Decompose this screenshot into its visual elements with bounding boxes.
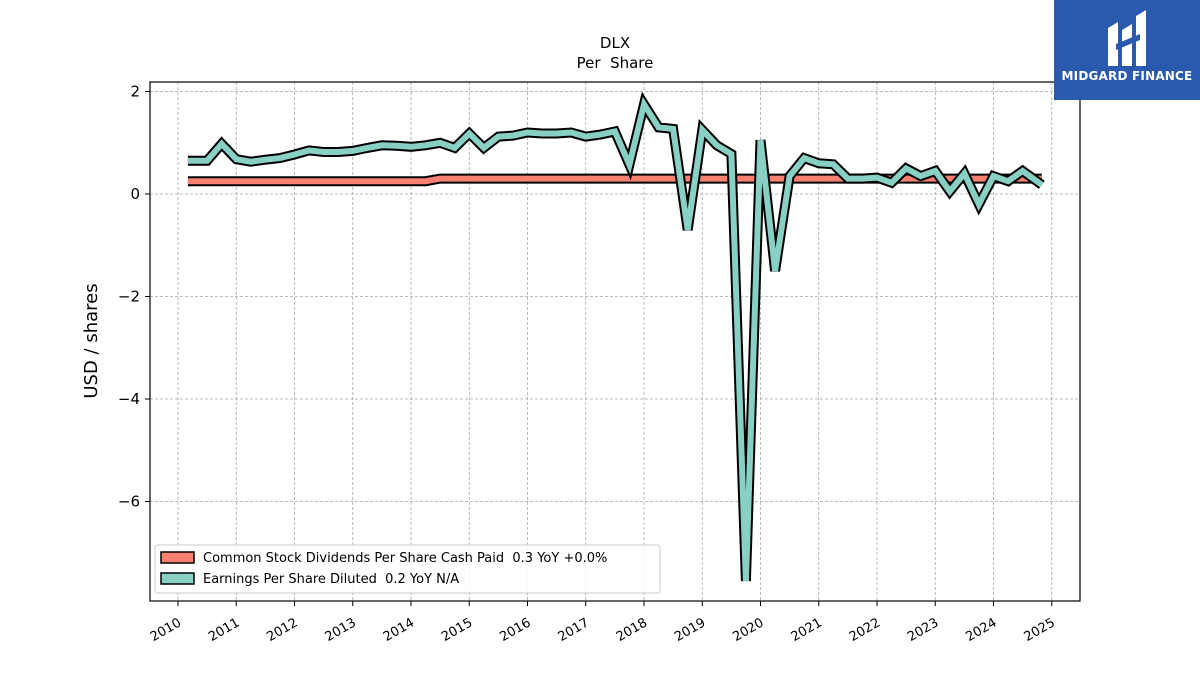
brand-logo: MIDGARD FINANCE — [1054, 0, 1200, 100]
y-tick-label: −2 — [118, 288, 140, 306]
brand-mark-icon — [1108, 10, 1146, 66]
chart-title: DLX — [600, 34, 630, 52]
x-axis-ticks: 2010 2011 2012 2013 2014 2015 2016 2017 2018 2019… — [148, 601, 1058, 645]
legend-swatch-dividends — [160, 551, 195, 564]
legend: Common Stock Dividends Per Share Cash Pa… — [154, 544, 661, 594]
y-tick-label: −4 — [118, 390, 140, 408]
x-tick-label: 2018 — [614, 615, 650, 645]
x-tick-label: 2019 — [672, 615, 708, 645]
y-tick-label: 0 — [130, 185, 140, 203]
y-tick-label: 2 — [130, 83, 140, 101]
x-tick-label: 2016 — [497, 615, 533, 645]
x-tick-label: 2010 — [148, 615, 184, 645]
x-tick-label: 2021 — [789, 615, 825, 645]
y-tick-label: −6 — [118, 493, 140, 511]
x-tick-label: 2025 — [1022, 615, 1058, 645]
y-axis-label: USD / shares — [81, 283, 102, 398]
x-tick-label: 2024 — [963, 615, 999, 645]
x-tick-label: 2014 — [381, 615, 417, 645]
legend-label-dividends: Common Stock Dividends Per Share Cash Pa… — [203, 551, 607, 566]
x-tick-label: 2012 — [264, 615, 300, 645]
x-tick-label: 2022 — [847, 615, 883, 645]
legend-label-eps: Earnings Per Share Diluted 0.2 YoY N/A — [203, 572, 459, 587]
legend-swatch-eps — [160, 572, 195, 585]
x-tick-label: 2017 — [556, 615, 592, 645]
eps-line — [187, 96, 1044, 582]
dividends-line — [187, 175, 1042, 185]
brand-name: MIDGARD FINANCE — [1061, 69, 1193, 83]
x-tick-label: 2020 — [730, 615, 766, 645]
legend-box — [154, 544, 661, 594]
plot-frame — [149, 81, 1081, 602]
x-tick-label: 2013 — [323, 615, 359, 645]
series-layer — [187, 91, 1045, 582]
chart-subtitle: Per Share — [577, 54, 654, 72]
x-tick-label: 2011 — [206, 615, 242, 645]
x-tick-label: 2023 — [905, 615, 941, 645]
x-tick-label: 2015 — [439, 615, 475, 645]
y-axis-ticks: 2 0 −2 −4 −6 — [118, 83, 150, 511]
